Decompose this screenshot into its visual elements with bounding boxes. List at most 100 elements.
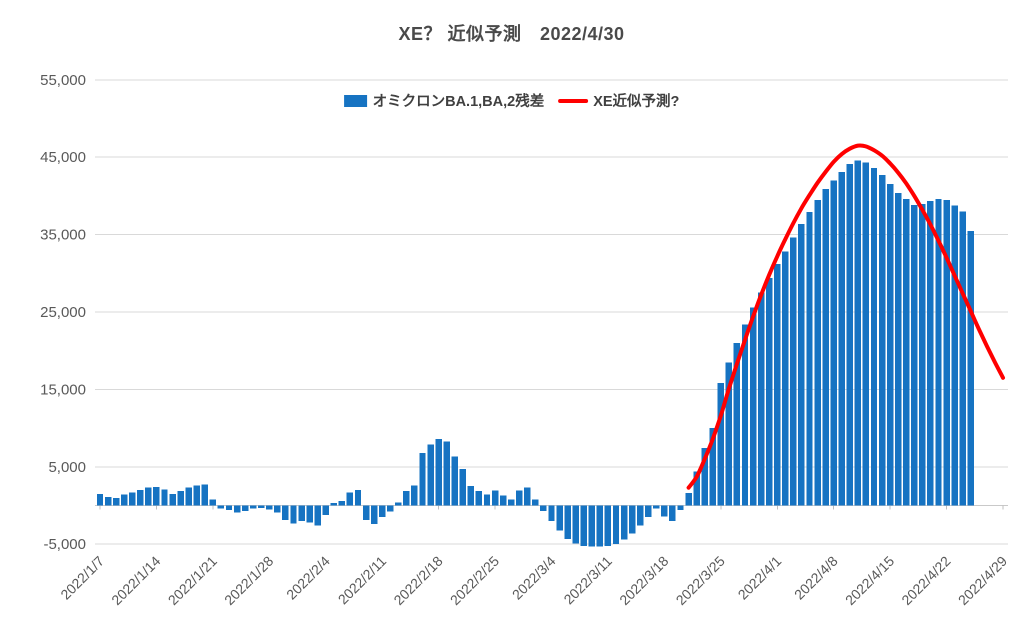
bar [572,505,579,544]
bar [749,307,757,506]
bar [209,499,217,506]
bar [403,490,410,506]
bar [604,505,612,546]
bar [395,502,402,506]
bar [411,485,418,506]
y-tick-label: 45,000 [40,149,86,166]
bar [830,180,837,506]
bar [354,490,362,506]
bar [96,493,104,506]
bar [838,171,845,506]
bar [790,237,797,506]
bar [129,492,136,506]
bar [854,160,862,506]
bar [911,205,918,506]
x-tick-label: 2022/3/25 [673,553,729,609]
y-tick-label: 5,000 [48,459,86,476]
bar [757,292,765,506]
bar [475,491,483,506]
bar [185,487,192,506]
bar [951,205,958,506]
bar [540,505,547,511]
bar [741,324,749,506]
bar [620,505,628,540]
bar [628,505,636,534]
bar [266,505,273,510]
bar [161,489,168,506]
bar [225,505,233,511]
bar [387,505,394,512]
x-tick-label: 2022/1/14 [108,553,164,609]
bar [346,492,354,506]
bar [306,505,313,523]
chart-title: XE？ 近似予測 2022/4/30 [398,24,625,44]
bar [233,505,241,513]
bar [919,204,926,506]
x-tick-label: 2022/2/18 [390,553,446,609]
x-axis-labels: 2022/1/7 2022/1/14 2022/1/21 2022/1/28 2022/… [57,553,1010,609]
bar [612,505,620,545]
bar [153,486,160,506]
bar [822,188,829,506]
x-tick-label: 2022/1/28 [221,553,277,609]
bar [677,505,684,511]
x-tick-label: 2022/3/4 [509,553,559,603]
bar [669,505,676,521]
bar-series-swatch-icon [343,94,367,107]
bar [596,505,604,547]
bar [338,500,346,506]
bar [120,494,128,506]
bar [846,164,854,506]
bar [241,505,249,511]
bar [782,251,789,506]
legend-label-bars: オミクロンBA.1,BA,2残差 [372,94,545,110]
bar [282,505,289,521]
bar [290,505,297,524]
bar [894,192,902,506]
bar [532,499,539,506]
bar [314,505,321,526]
y-tick-label: 35,000 [40,227,86,244]
bar [903,199,910,506]
bar [104,496,112,506]
bar [419,452,426,506]
bar [370,505,378,525]
bar [499,495,507,506]
bar [774,264,781,506]
bar [145,487,152,506]
bar [580,505,587,546]
bar [943,200,950,506]
bar [556,505,563,531]
x-tick-label: 2022/1/21 [165,553,221,609]
x-tick-label: 2022/3/18 [616,553,672,609]
bar [443,441,450,506]
x-tick-label: 2022/2/25 [447,553,503,609]
x-tick-label: 2022/2/4 [283,553,333,603]
bar [330,503,338,506]
bar [653,505,660,509]
x-tick-label: 2022/4/8 [791,553,841,603]
bar [967,231,974,506]
bar [249,505,257,509]
bar [959,211,966,506]
y-tick-label: 55,000 [40,72,86,89]
bar [112,497,120,506]
bar [709,428,716,506]
bar [459,469,467,506]
x-tick-label: 2022/4/15 [842,553,898,609]
bar [322,505,329,515]
bar [935,199,942,506]
bar [169,493,176,506]
bar [548,505,555,521]
y-axis-labels: -5,000 5,000 15,000 25,000 35,000 45,000 55,00… [40,72,86,553]
bar [878,175,886,506]
bars-series [96,160,974,547]
bar [427,444,434,506]
bar [217,505,225,509]
bar [636,505,644,526]
bar [717,383,725,506]
x-tick-label: 2022/4/22 [898,553,954,609]
bar [467,486,475,506]
x-tick-label: 2022/2/11 [335,553,390,608]
bar [798,223,805,506]
